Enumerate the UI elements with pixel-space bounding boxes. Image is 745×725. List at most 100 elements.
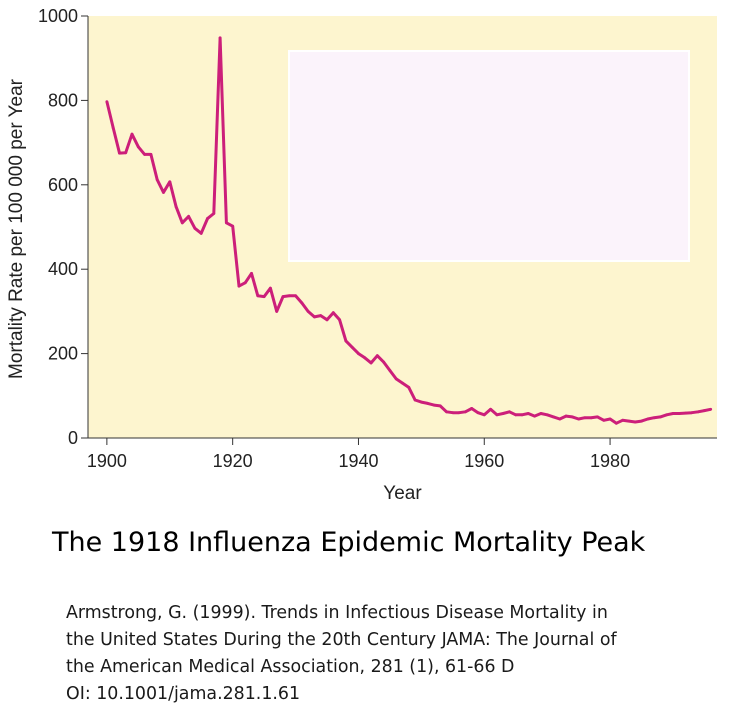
data-point [394, 377, 398, 381]
data-point [111, 126, 115, 130]
x-axis-label: Year [383, 483, 422, 504]
x-tick-label: 1920 [213, 451, 253, 471]
data-point [130, 132, 134, 136]
y-axis-label: Mortality Rate per 100 000 per Year [6, 78, 27, 379]
data-point [646, 417, 650, 421]
data-point [526, 412, 530, 415]
data-point [690, 411, 694, 415]
data-point [451, 411, 455, 415]
data-point [180, 221, 184, 225]
data-point [445, 410, 448, 414]
data-point [300, 301, 304, 305]
y-tick-label: 600 [48, 175, 78, 195]
data-point [382, 360, 386, 364]
data-point [218, 36, 222, 40]
x-tick-label: 1940 [338, 451, 378, 471]
data-point [357, 352, 360, 355]
data-point [552, 415, 555, 419]
data-point [136, 145, 140, 149]
data-point [426, 401, 430, 405]
citation: Armstrong, G. (1999). Trends in Infectio… [66, 600, 736, 708]
data-point [118, 151, 121, 155]
data-point [224, 221, 228, 225]
data-point [262, 295, 266, 299]
data-point [627, 419, 631, 423]
data-point [401, 381, 404, 385]
data-point [545, 413, 549, 417]
data-point [155, 178, 159, 182]
data-point [206, 217, 209, 220]
data-point [489, 407, 492, 411]
data-point [212, 212, 216, 215]
data-point [709, 407, 713, 411]
data-point [476, 411, 480, 415]
data-point [533, 414, 536, 418]
data-point [269, 286, 272, 290]
data-point [237, 284, 241, 288]
data-point [162, 190, 165, 194]
data-point [608, 417, 612, 421]
data-point [413, 398, 417, 402]
data-point [658, 415, 662, 419]
data-point [174, 205, 178, 209]
data-point [464, 410, 467, 414]
data-point [633, 420, 637, 424]
data-point [350, 345, 354, 349]
y-tick-label: 200 [48, 344, 78, 364]
data-point [287, 294, 291, 298]
data-point [508, 410, 511, 414]
data-point [470, 407, 474, 410]
data-point [558, 417, 562, 421]
data-point [338, 318, 341, 322]
data-point [294, 294, 297, 298]
data-point [187, 215, 191, 218]
y-tick-label: 800 [48, 90, 78, 110]
data-point [614, 421, 618, 425]
data-point [652, 416, 656, 420]
figure-caption: The 1918 Influenza Epidemic Mortality Pe… [52, 527, 646, 558]
data-point [677, 412, 681, 415]
data-point [388, 369, 392, 372]
data-point [570, 415, 574, 419]
citation-line: the American Medical Association, 281 (1… [66, 657, 515, 677]
data-point [168, 180, 172, 184]
data-point [621, 418, 625, 422]
data-point [501, 412, 505, 415]
data-point [583, 416, 587, 420]
x-tick-label: 1960 [464, 451, 504, 471]
data-point [306, 310, 310, 313]
citation-line: OI: 10.1001/jama.281.1.61 [66, 684, 301, 704]
x-tick-label: 1900 [87, 451, 127, 471]
data-point [325, 318, 329, 322]
data-point [344, 339, 348, 343]
data-point [577, 417, 581, 421]
data-point [520, 413, 524, 417]
data-point [684, 411, 687, 415]
data-point [193, 226, 197, 230]
data-point [482, 413, 486, 417]
data-point [369, 361, 373, 365]
data-point [256, 294, 260, 298]
data-point [243, 281, 247, 285]
y-tick-label: 0 [68, 428, 78, 448]
data-point [514, 413, 518, 417]
x-tick-label: 1980 [590, 451, 630, 471]
citation-line: Armstrong, G. (1999). Trends in Infectio… [66, 603, 608, 623]
data-point [696, 410, 700, 414]
data-point [313, 315, 316, 319]
data-point [457, 411, 461, 415]
data-point [640, 419, 643, 423]
data-point [407, 385, 411, 389]
data-point [143, 153, 147, 156]
data-point [671, 412, 675, 415]
y-tick-label: 1000 [38, 6, 78, 26]
data-point [495, 413, 499, 417]
data-point [275, 310, 279, 313]
data-point [589, 416, 593, 420]
data-point [105, 100, 109, 104]
y-tick-label: 400 [48, 259, 78, 279]
data-point [331, 311, 335, 315]
data-point [124, 151, 128, 155]
mortality-chart: 1900 1920 1940 1960 1980 0 200 400 600 800 1000 Y… [6, 6, 717, 504]
data-point [250, 272, 253, 275]
